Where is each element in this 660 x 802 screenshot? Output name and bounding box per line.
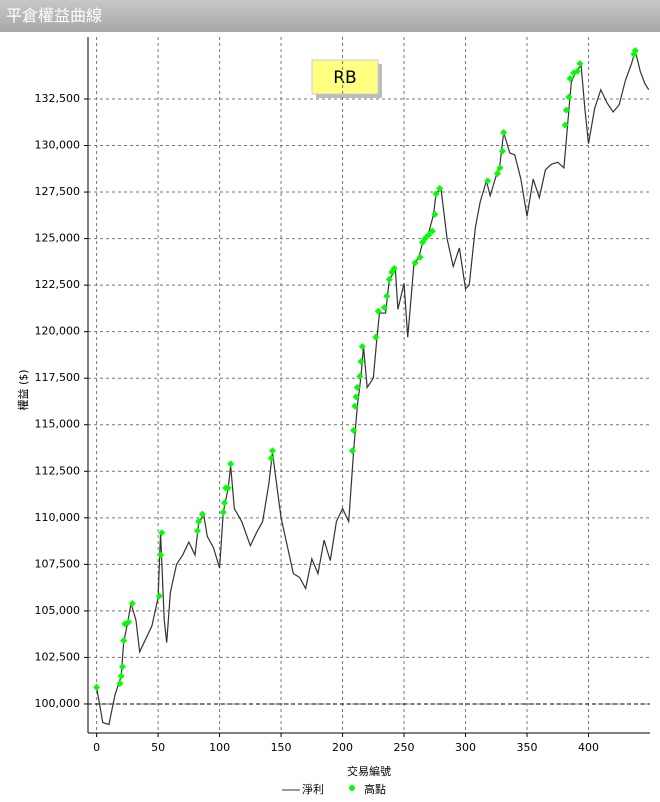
legend-label: 高點 bbox=[364, 782, 386, 796]
legend-label: 淨利 bbox=[302, 783, 324, 796]
high-point bbox=[157, 551, 165, 559]
high-point bbox=[128, 599, 136, 607]
high-point bbox=[117, 672, 125, 680]
high-point bbox=[566, 75, 574, 83]
high-point bbox=[576, 60, 584, 68]
high-point bbox=[357, 357, 365, 365]
high-point bbox=[494, 169, 502, 177]
high-point bbox=[125, 618, 133, 626]
high-point bbox=[116, 679, 124, 687]
high-point bbox=[416, 253, 424, 261]
window-title: 平倉權益曲線 bbox=[0, 0, 660, 32]
high-point bbox=[573, 67, 581, 75]
x-tick-label: 200 bbox=[332, 741, 353, 754]
annotation: RB bbox=[333, 68, 356, 88]
x-axis-label: 交易編號 bbox=[347, 764, 391, 778]
annotation-box bbox=[311, 59, 379, 95]
high-point bbox=[120, 637, 128, 645]
high-point bbox=[421, 235, 429, 243]
high-point bbox=[358, 343, 366, 351]
x-tick-label: 100 bbox=[209, 741, 230, 754]
x-tick-label: 400 bbox=[578, 741, 599, 754]
high-point bbox=[484, 177, 492, 185]
high-point bbox=[195, 518, 203, 526]
y-tick-label: 125,000 bbox=[35, 232, 81, 245]
high-point bbox=[500, 128, 508, 136]
y-tick-label: 130,000 bbox=[35, 139, 81, 152]
y-tick-label: 115,000 bbox=[35, 418, 81, 431]
high-point bbox=[227, 460, 235, 468]
y-tick-label: 112,500 bbox=[35, 464, 81, 477]
high-point bbox=[118, 663, 126, 671]
y-tick-label: 132,500 bbox=[35, 92, 81, 105]
high-point bbox=[374, 307, 382, 315]
high-point bbox=[219, 508, 227, 516]
high-point bbox=[383, 292, 391, 300]
high-point bbox=[411, 259, 419, 267]
x-tick-label: 50 bbox=[151, 741, 165, 754]
high-point bbox=[267, 454, 275, 462]
y-tick-label: 100,000 bbox=[35, 697, 81, 710]
high-point bbox=[631, 47, 639, 55]
high-point bbox=[158, 529, 166, 537]
high-point bbox=[198, 510, 206, 518]
y-axis-label: 權益 ($) bbox=[16, 369, 30, 410]
x-tick-label: 350 bbox=[517, 741, 538, 754]
y-tick-label: 105,000 bbox=[35, 604, 81, 617]
y-tick-label: 120,000 bbox=[35, 325, 81, 338]
x-tick-label: 0 bbox=[93, 741, 100, 754]
high-point bbox=[385, 276, 393, 284]
x-tick-label: 150 bbox=[271, 741, 292, 754]
high-point bbox=[380, 303, 388, 311]
x-tick-label: 250 bbox=[394, 741, 415, 754]
high-point bbox=[353, 384, 361, 392]
high-point bbox=[351, 402, 359, 410]
high-point bbox=[432, 190, 440, 198]
y-tick-label: 117,500 bbox=[35, 371, 81, 384]
high-point bbox=[562, 106, 570, 114]
equity-line bbox=[96, 48, 650, 726]
high-point bbox=[350, 426, 358, 434]
high-point bbox=[428, 227, 436, 235]
y-tick-label: 102,500 bbox=[35, 650, 81, 663]
high-point bbox=[498, 147, 506, 155]
high-point bbox=[390, 264, 398, 272]
high-point bbox=[221, 499, 229, 507]
high-point bbox=[496, 164, 504, 172]
high-point bbox=[431, 210, 439, 218]
high-point bbox=[268, 447, 276, 455]
high-point bbox=[352, 393, 360, 401]
y-tick-label: 122,500 bbox=[35, 278, 81, 291]
high-point bbox=[425, 231, 433, 239]
high-point bbox=[224, 484, 232, 492]
high-point bbox=[356, 372, 364, 380]
high-point bbox=[348, 447, 356, 455]
high-point bbox=[372, 333, 380, 341]
high-point bbox=[155, 592, 163, 600]
legend-swatch bbox=[349, 785, 355, 791]
x-tick-label: 300 bbox=[455, 741, 476, 754]
high-point bbox=[436, 184, 444, 192]
high-point bbox=[193, 527, 201, 535]
y-tick-label: 127,500 bbox=[35, 185, 81, 198]
y-tick-label: 110,000 bbox=[35, 511, 81, 524]
high-point bbox=[561, 121, 569, 129]
y-tick-label: 107,500 bbox=[35, 557, 81, 570]
high-point bbox=[565, 93, 573, 101]
high-point bbox=[93, 683, 101, 691]
